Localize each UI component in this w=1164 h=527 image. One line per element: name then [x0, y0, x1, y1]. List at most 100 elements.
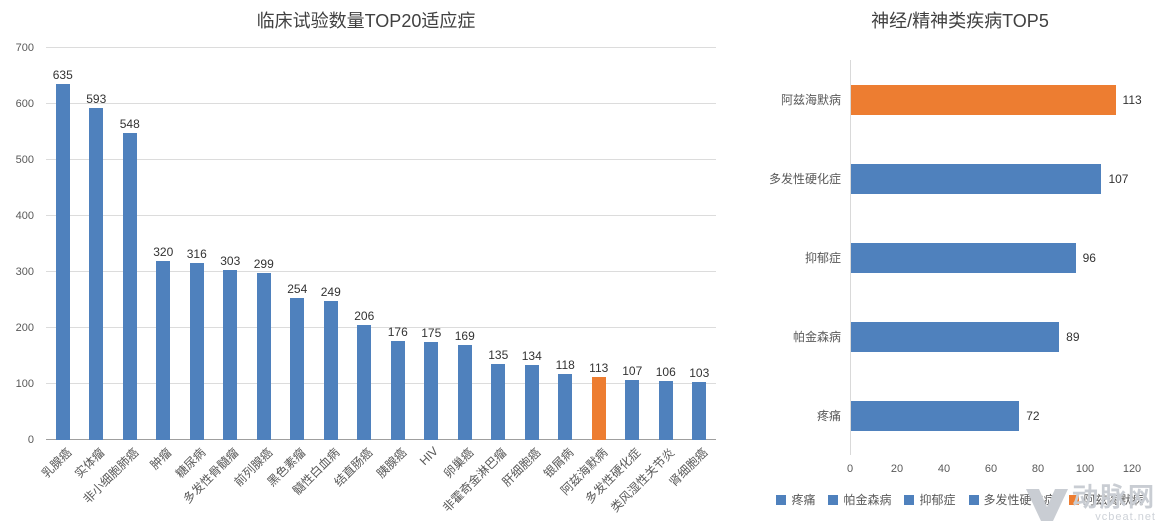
- bar: [357, 324, 372, 440]
- bar-column: 175: [415, 48, 449, 440]
- bar-value-label: 113: [589, 360, 609, 375]
- category-tick: 乳腺癌: [39, 440, 80, 524]
- gridline: [46, 47, 716, 48]
- y-tick-label: 100: [15, 378, 34, 390]
- legend-swatch: [776, 494, 787, 505]
- bar-column: 593: [80, 48, 114, 440]
- bar-column: 135: [482, 48, 516, 440]
- bar: [850, 163, 1102, 194]
- bar: [256, 272, 271, 440]
- bar-row: 疼痛 72: [762, 376, 1158, 455]
- bar: [558, 373, 573, 440]
- bar: [89, 107, 104, 440]
- bar-column: 316: [180, 48, 214, 440]
- bar: [457, 345, 472, 440]
- bar-value-label: 72: [1026, 408, 1040, 423]
- bar-value-label: 320: [153, 244, 174, 259]
- vcbeat-logo-icon: [1025, 489, 1068, 521]
- bar-value-label: 548: [119, 117, 140, 132]
- bar: [625, 380, 640, 440]
- bar-column: 103: [683, 48, 717, 440]
- top5-axis-line: [850, 60, 851, 455]
- y-tick-label: 200: [15, 322, 34, 334]
- bar: [524, 364, 539, 440]
- legend-label: 阿兹海默病: [1083, 493, 1144, 507]
- y-tick-label: 600: [15, 98, 34, 110]
- category-label: 阿兹海默病: [780, 93, 841, 107]
- x-tick-label: 0: [846, 463, 854, 475]
- category-label: 多发性硬化症: [768, 172, 841, 186]
- bar: [156, 260, 171, 440]
- category-tick: 结直肠癌: [332, 440, 382, 524]
- watermark-text: 动脉网 vcbeat.net: [1072, 483, 1156, 523]
- gridline: [46, 159, 716, 160]
- category-tick: 肝细胞癌: [499, 440, 549, 524]
- bar: [850, 84, 1116, 115]
- chart-top20-indications: 临床试验数量TOP20适应症 0 100 200 300 400 500 600 700 63…: [10, 8, 722, 524]
- bar: [323, 300, 338, 440]
- y-tick-label: 500: [15, 154, 34, 166]
- legend-label: 疼痛: [791, 493, 816, 507]
- legend-item: 疼痛: [776, 491, 815, 508]
- bar: [658, 380, 673, 440]
- bar-value-label: 118: [555, 357, 575, 372]
- bar-row: 帕金森病 89: [762, 297, 1158, 376]
- watermark-domain: vcbeat.net: [1095, 511, 1156, 523]
- y-tick-label: 300: [15, 266, 34, 278]
- legend-item: 阿兹海默病: [1068, 491, 1144, 508]
- category-tick: 肾细胞癌: [667, 440, 717, 524]
- top20-y-axis: 0 100 200 300 400 500 600 700: [10, 42, 40, 446]
- x-tick-label: 80: [1031, 463, 1045, 475]
- chart-title-top20: 临床试验数量TOP20适应症: [256, 11, 476, 31]
- bar: [850, 400, 1020, 431]
- bar: [850, 242, 1076, 273]
- bar: [390, 341, 405, 440]
- bar: [850, 321, 1060, 352]
- bar-value-label: 249: [320, 284, 341, 299]
- bar-value-label: 106: [655, 364, 676, 379]
- bar: [491, 364, 506, 440]
- bar-value-label: 299: [253, 256, 274, 271]
- bar-column: 134: [515, 48, 549, 440]
- gridline: [46, 327, 716, 328]
- bar: [223, 270, 238, 440]
- legend-label: 抑郁症: [919, 493, 956, 507]
- bar-column: 206: [348, 48, 382, 440]
- bar-value-label: 593: [86, 91, 107, 106]
- bar-column: 107: [616, 48, 650, 440]
- top20-bars: 635 593 548 320 316 303 299 254 249 206 176 175 169 1…: [46, 48, 716, 440]
- bar: [189, 263, 204, 440]
- x-tick-label: 20: [890, 463, 904, 475]
- bar: [122, 133, 137, 440]
- category-tick: 胰腺癌: [374, 440, 415, 524]
- bar-column: 113: [582, 48, 616, 440]
- top20-plot-area: 0 100 200 300 400 500 600 700 635 593 548 320 316 30…: [16, 42, 716, 446]
- bar-column: 106: [649, 48, 683, 440]
- legend-swatch: [904, 494, 915, 505]
- top5-x-axis: 0 20 40 60 80 100 120: [846, 463, 1141, 479]
- bar-column: 299: [247, 48, 281, 440]
- bar-value-label: 635: [52, 68, 73, 83]
- bar-column: 118: [549, 48, 583, 440]
- y-tick-label: 400: [15, 210, 34, 222]
- bar-column: 176: [381, 48, 415, 440]
- bar-column: 254: [281, 48, 315, 440]
- gridline: [46, 383, 716, 384]
- bar-column: 303: [214, 48, 248, 440]
- legend-swatch: [828, 494, 839, 505]
- bar-value-label: 169: [454, 329, 475, 344]
- legend-swatch: [968, 494, 979, 505]
- category-label: 帕金森病: [792, 330, 841, 344]
- bar-value-label: 254: [287, 281, 308, 296]
- bar-value-label: 135: [488, 348, 509, 363]
- category-tick: HIV: [415, 440, 449, 524]
- category-tick: 肿瘤: [147, 440, 181, 524]
- legend-swatch: [1068, 494, 1079, 505]
- bar-value-label: 96: [1082, 250, 1096, 265]
- bar-value-label: 206: [354, 308, 375, 323]
- bar: [692, 382, 707, 440]
- bar-value-label: 134: [521, 348, 542, 363]
- chart-top5-neuro: 神经/精神类疾病TOP5 阿兹海默病 113 多发性硬化症 107 抑郁症 96 帕金森病 8…: [762, 8, 1158, 508]
- bar-column: 249: [314, 48, 348, 440]
